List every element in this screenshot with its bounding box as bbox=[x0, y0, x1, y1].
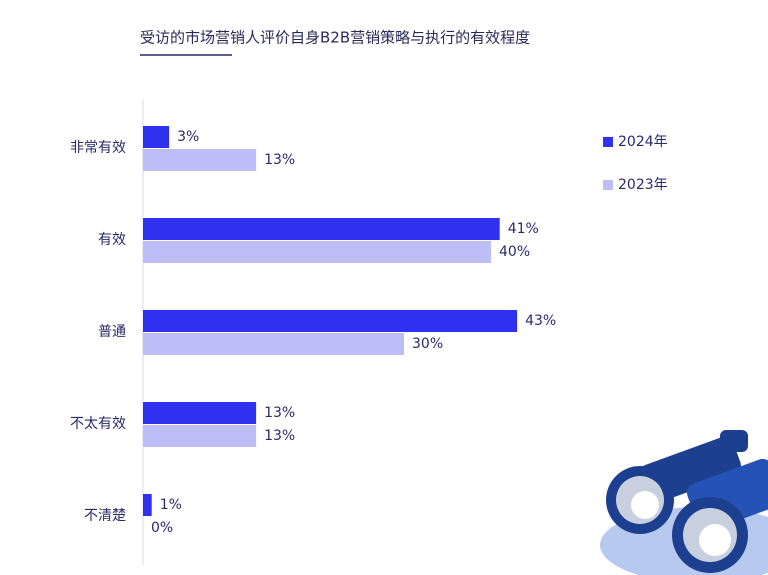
legend-swatch bbox=[603, 180, 613, 190]
bar bbox=[143, 425, 257, 447]
value-label: 13% bbox=[264, 405, 295, 421]
value-label: 1% bbox=[160, 497, 182, 513]
value-label: 0% bbox=[151, 520, 173, 536]
value-label: 13% bbox=[264, 428, 295, 444]
bar bbox=[143, 310, 518, 332]
y-tick-label: 非常有效 bbox=[70, 140, 126, 156]
value-label: 41% bbox=[508, 221, 539, 237]
bar bbox=[143, 149, 257, 171]
bar bbox=[143, 241, 491, 263]
value-label: 3% bbox=[177, 129, 199, 145]
y-tick-label: 不清楚 bbox=[84, 508, 126, 524]
value-label: 40% bbox=[499, 244, 530, 260]
bar bbox=[143, 494, 152, 516]
y-tick-label: 不太有效 bbox=[70, 416, 126, 432]
legend-swatch bbox=[603, 137, 613, 147]
value-label: 43% bbox=[525, 313, 556, 329]
binoculars-illustration bbox=[600, 430, 768, 575]
bar bbox=[143, 126, 170, 148]
bar bbox=[143, 333, 404, 355]
bar bbox=[143, 402, 257, 424]
y-tick-label: 普通 bbox=[98, 324, 126, 340]
value-label: 30% bbox=[412, 336, 443, 352]
bar bbox=[143, 218, 500, 240]
y-tick-label: 有效 bbox=[98, 232, 126, 248]
chart-title: 受访的市场营销人评价自身B2B营销策略与执行的有效程度 bbox=[140, 29, 530, 47]
value-label: 13% bbox=[264, 152, 295, 168]
legend-label: 2024年 bbox=[618, 134, 668, 150]
legend-label: 2023年 bbox=[618, 177, 668, 193]
